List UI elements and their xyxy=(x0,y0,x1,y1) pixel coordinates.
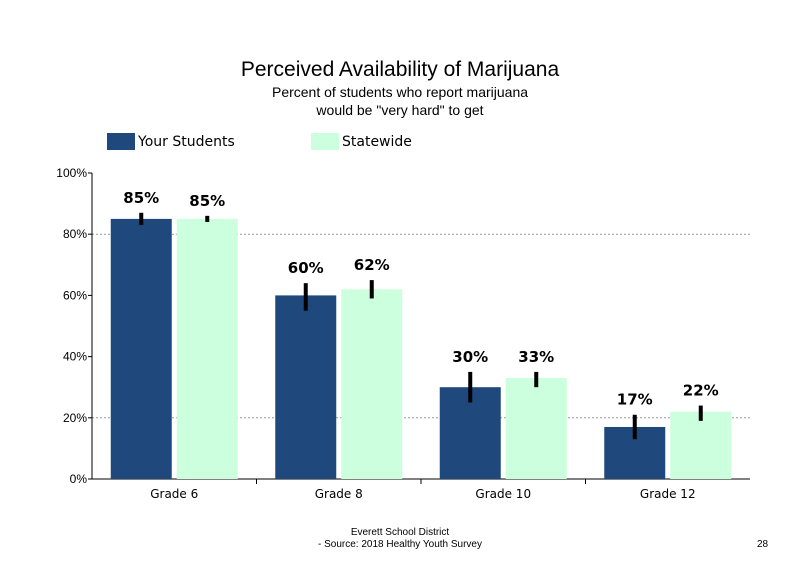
data-label: 60% xyxy=(288,259,324,277)
y-tick-label: 100% xyxy=(56,166,87,180)
data-label: 62% xyxy=(354,256,390,274)
data-label: 33% xyxy=(518,348,554,366)
footer-district: Everett School District xyxy=(350,527,450,538)
chart-subtitle-line-2: would be "very hard" to get xyxy=(316,102,484,118)
bar xyxy=(505,378,567,479)
data-label: 85% xyxy=(123,189,159,207)
chart-title: Perceived Availability of Marijuana xyxy=(240,58,560,81)
bar xyxy=(341,289,403,479)
legend-swatch-your-students xyxy=(107,133,135,150)
chart-subtitle: Percent of students who report marijuana… xyxy=(0,83,800,119)
legend-label-your-students: Your Students xyxy=(138,134,235,150)
y-tick-label: 40% xyxy=(63,350,87,364)
x-tick-label: Grade 8 xyxy=(315,487,363,501)
y-tick-label: 60% xyxy=(63,288,87,302)
y-tick-label: 0% xyxy=(70,472,88,486)
chart-subtitle-line-1: Percent of students who report marijuana xyxy=(271,84,529,100)
data-label: 85% xyxy=(189,192,225,210)
footer-source-line: - Source: 2018 Healthy Youth Survey xyxy=(318,539,482,550)
footer-source: Everett School District - Source: 2018 H… xyxy=(270,527,530,551)
x-tick-label: Grade 12 xyxy=(640,487,696,501)
legend-label-statewide: Statewide xyxy=(342,134,412,150)
legend-swatch-statewide xyxy=(311,133,339,150)
page-number: 28 xyxy=(757,539,769,550)
y-tick-label: 20% xyxy=(63,411,87,425)
bar xyxy=(176,218,238,479)
x-tick-label: Grade 6 xyxy=(150,487,198,501)
bar xyxy=(275,295,337,479)
y-tick-label: 80% xyxy=(63,227,87,241)
data-label: 17% xyxy=(617,391,653,409)
data-label: 22% xyxy=(683,382,719,400)
bar xyxy=(110,218,172,479)
x-tick-label: Grade 10 xyxy=(475,487,531,501)
bar xyxy=(670,411,732,479)
data-label: 30% xyxy=(452,348,488,366)
